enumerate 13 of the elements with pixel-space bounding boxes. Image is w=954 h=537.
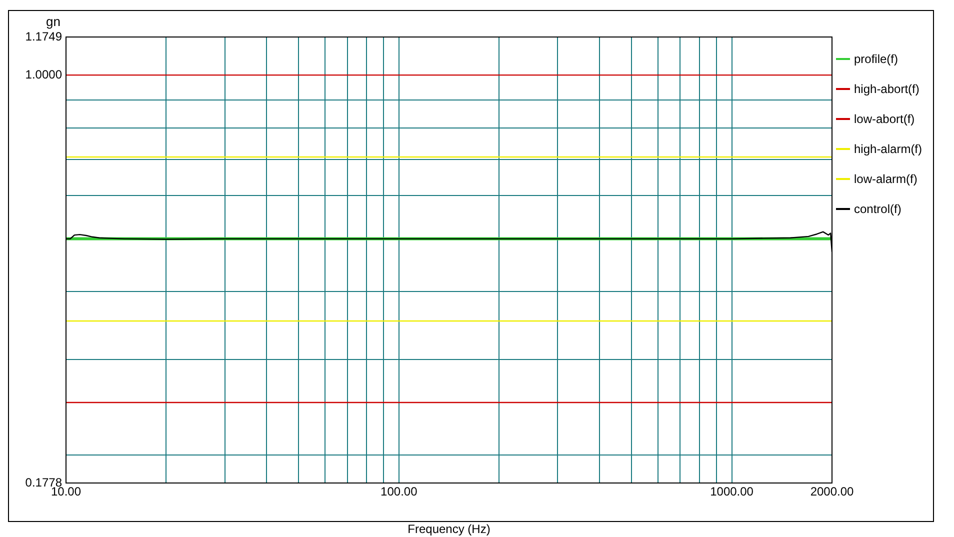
y-tick-label: 1.1749	[25, 29, 62, 44]
y-tick-label: 1.0000	[25, 67, 62, 82]
x-tick-label: 2000.00	[810, 484, 854, 499]
legend-label: profile(f)	[854, 52, 898, 66]
legend-label: control(f)	[854, 202, 902, 216]
x-axis-title: Frequency (Hz)	[408, 522, 490, 536]
legend-label: low-abort(f)	[854, 112, 915, 126]
legend-label: low-alarm(f)	[854, 172, 918, 186]
legend-label: high-abort(f)	[854, 82, 920, 96]
legend-label: high-alarm(f)	[854, 142, 922, 156]
x-tick-label: 1000.00	[710, 484, 754, 499]
x-tick-label: 100.00	[380, 484, 418, 499]
y-axis-title: gn	[46, 14, 60, 29]
